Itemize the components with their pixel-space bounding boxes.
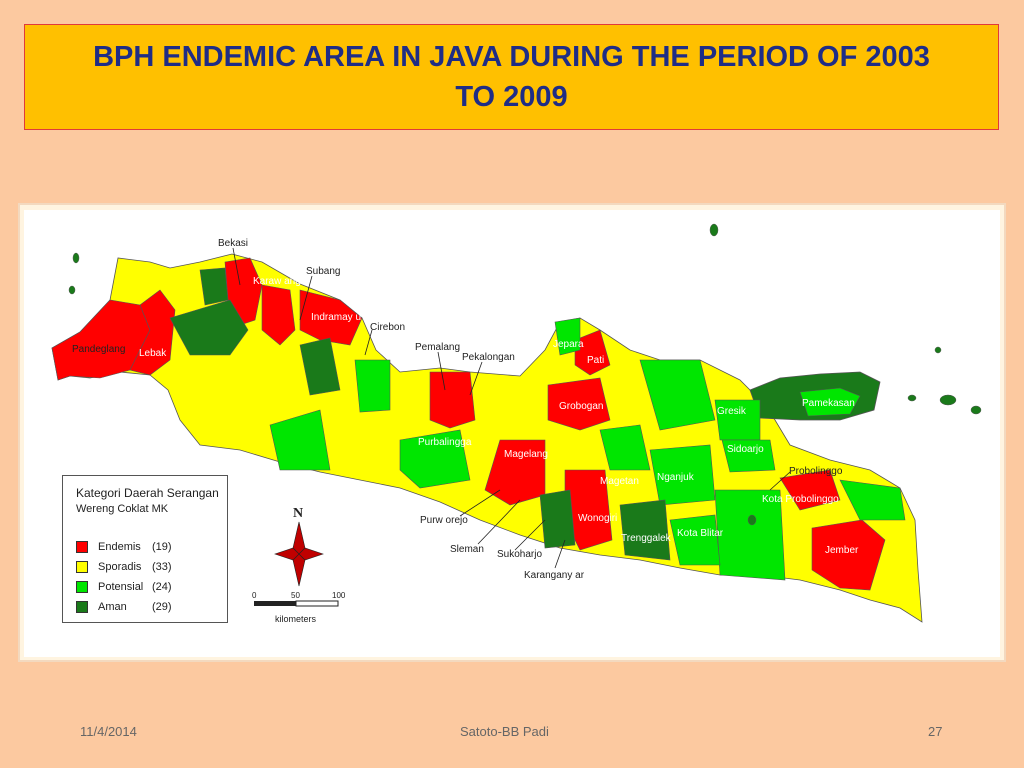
region-trenggalek [619,499,671,561]
legend-swatch-aman [76,601,88,613]
label-karanganyar: Karangany ar [524,570,585,581]
slide-title: BPH ENDEMIC AREA IN JAVA DURING THE PERI… [93,41,930,113]
compass-rose: N [274,506,324,587]
region-nganjuk [649,444,716,506]
legend-item-potensial: Potensial (24) [76,580,172,594]
region-probolinggo [779,469,841,511]
label-sukoharjo: Sukoharjo [497,549,542,560]
footer-date: 11/4/2014 [80,724,137,739]
label-pandeglang: Pandeglang [72,344,125,355]
legend-title: Kategori Daerah Serangan [76,486,219,500]
title-box: BPH ENDEMIC AREA IN JAVA DURING THE PERI… [24,24,999,130]
region-green-2 [354,359,391,413]
label-trenggalek: Trenggalek [621,533,672,544]
legend-item-sporadis: Sporadis (33) [76,560,172,574]
scale-tick-0: 0 [252,591,257,600]
label-jember: Jember [825,545,859,556]
label-gresik: Gresik [717,406,747,417]
label-magetan: Magetan [600,476,639,487]
region-magelang [484,439,546,506]
region-sukoharjo [539,489,576,549]
label-lebak: Lebak [139,348,167,359]
label-purworejo: Purw orejo [420,515,468,526]
scale-unit: kilometers [275,614,317,624]
region-grobogan [547,377,611,431]
label-magelang: Magelang [504,449,548,460]
label-kota-blitar: Kota Blitar [677,528,724,539]
legend-swatch-potensial [76,581,88,593]
region-green-1 [269,409,331,471]
scale-tick-100: 100 [332,591,346,600]
legend-subtitle: Wereng Coklat MK [76,503,169,515]
region-kota-blitar [669,514,721,566]
label-bekasi: Bekasi [218,238,248,249]
label-jepara: Jepara [553,339,584,350]
label-probolinggo: Probolinggo [789,466,843,477]
footer-author: Satoto-BB Padi [460,724,549,739]
region-jepara [554,317,581,356]
region-aman-2 [299,337,341,396]
label-karawang: Karaw ang [253,276,301,287]
region-pemalang [429,371,476,429]
region-indramayu [299,289,363,346]
region-sidoarjo [721,439,776,473]
legend-item-endemis: Endemis (19) [76,540,172,554]
legend-count-endemis: (19) [152,541,172,553]
region-purbalingga [399,429,471,489]
legend-item-aman: Aman (29) [76,600,172,614]
region-aman-3 [199,267,229,306]
small-islands [68,223,982,526]
legend-label-aman: Aman [98,601,127,613]
label-indramayu: Indramay u [311,312,361,323]
region-pati [574,329,611,376]
madura-pamekasan [799,387,861,417]
label-purbalingga: Purbalingga [418,437,472,448]
legend-count-aman: (29) [152,601,172,613]
label-pemalang: Pemalang [415,342,460,353]
label-nganjuk: Nganjuk [657,472,695,483]
label-grobogan: Grobogan [559,401,603,412]
label-subang: Subang [306,266,340,277]
scale-tick-50: 50 [291,591,300,600]
leader-lines [232,247,791,569]
label-kota-probolinggo: Kota Probolinggo [762,494,839,505]
legend-count-sporadis: (33) [152,561,172,573]
legend-label-potensial: Potensial [98,581,144,593]
region-aman-1 [169,299,249,356]
label-sleman: Sleman [450,544,484,555]
label-pati: Pati [587,355,604,366]
region-green-3 [639,359,716,431]
legend-label-endemis: Endemis [98,541,141,553]
scale-bar: 0 50 100 kilometers [252,591,346,624]
label-cirebon: Cirebon [370,322,405,333]
legend-swatch-sporadis [76,561,88,573]
region-karawang [261,284,296,346]
legend-swatch-endemis [76,541,88,553]
region-green-6 [599,424,651,471]
region-green-5 [839,479,906,521]
label-wonogiri: Wonogiri [578,513,617,524]
legend-count-potensial: (24) [152,581,172,593]
label-sidoarjo: Sidoarjo [727,444,764,455]
label-pekalongan: Pekalongan [462,352,515,363]
legend-label-sporadis: Sporadis [98,561,142,573]
compass-north-label: N [293,506,303,521]
footer-page-number: 27 [928,724,943,739]
map-legend: Kategori Daerah Serangan Wereng Coklat M… [62,475,228,623]
label-pamekasan: Pamekasan [802,398,855,409]
region-lebak [129,289,176,376]
